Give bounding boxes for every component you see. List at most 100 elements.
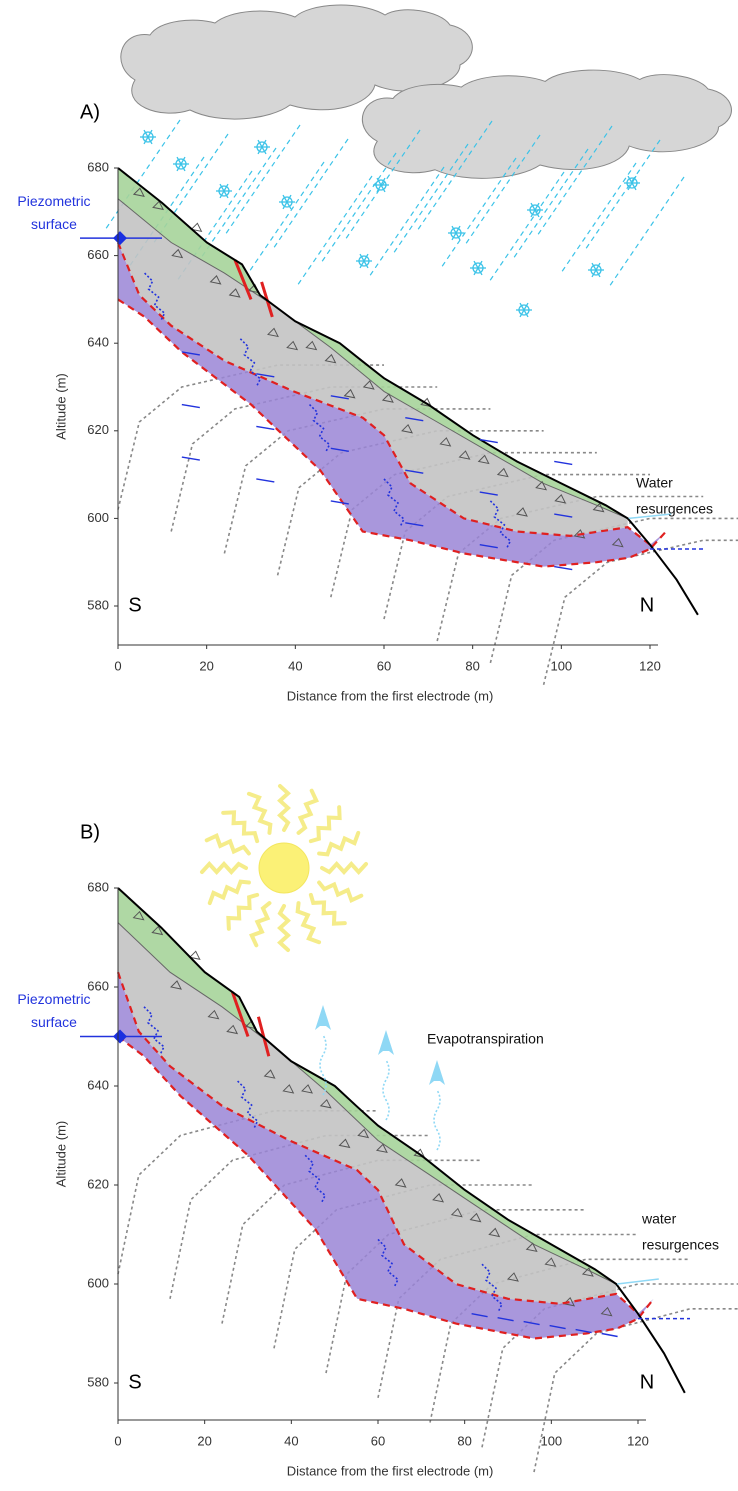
water-dash: [256, 373, 275, 378]
snowflake-arm: [591, 269, 597, 278]
resurgence-label: Water: [636, 475, 673, 491]
snowflake-arm: [380, 177, 386, 186]
rain-streak: [560, 162, 637, 274]
rain-streak: [440, 157, 517, 269]
water-dash: [479, 438, 498, 444]
debris-symbol: [209, 275, 222, 285]
snowflake-arm: [282, 194, 288, 203]
panel: PiezometricsurfaceWaterresurgences580600…: [17, 101, 738, 703]
water-dash: [554, 460, 573, 466]
water-dash: [330, 500, 349, 505]
ground-surface: [117, 887, 686, 1394]
resurgence-label: resurgences: [636, 501, 713, 517]
x-tick-label: 0: [114, 1433, 121, 1448]
snowflake-arm: [519, 302, 525, 311]
sun-ray: [246, 791, 273, 835]
purple-layer: [118, 242, 666, 567]
snowflake-arm: [530, 202, 536, 211]
snowflake-arm: [627, 175, 633, 184]
water-dash: [601, 1332, 618, 1338]
flow-path: [144, 272, 166, 322]
x-tick-label: 60: [371, 1433, 385, 1448]
snowflake-arm: [282, 201, 288, 210]
debris-symbol: [190, 222, 203, 233]
water-dash: [479, 491, 498, 496]
purple-layer: [118, 972, 654, 1339]
bedding-line: [542, 539, 738, 685]
debris-symbol: [324, 353, 337, 364]
rain-streak: [224, 124, 301, 236]
north-label: N: [640, 1371, 654, 1393]
snowflake-arm: [455, 225, 461, 234]
flow-path: [143, 1006, 166, 1056]
sun-ray: [317, 880, 364, 904]
piezometric-marker: [113, 231, 127, 246]
scarp: [230, 991, 250, 1037]
south-label: S: [128, 1371, 141, 1393]
y-tick-label: 660: [87, 247, 109, 262]
north-label: N: [640, 594, 654, 616]
rain-streak: [368, 166, 445, 278]
vapour-path: [319, 1034, 327, 1096]
y-tick-label: 600: [87, 510, 109, 525]
water-dash: [549, 1324, 566, 1330]
snowflake-arm: [286, 194, 292, 203]
snowflake-arm: [376, 177, 382, 186]
y-tick-label: 680: [87, 159, 109, 174]
debris-symbol: [375, 1143, 388, 1154]
panel-label: A): [80, 101, 100, 123]
water-dash: [181, 456, 200, 461]
debris-symbol: [432, 1193, 445, 1203]
rain-streak: [248, 161, 325, 273]
y-tick-label: 680: [87, 879, 109, 894]
x-tick-label: 40: [288, 658, 302, 673]
water-dash: [330, 447, 349, 453]
y-tick-label: 660: [87, 978, 109, 993]
snowflake-arm: [286, 201, 292, 210]
debris-symbol: [592, 502, 605, 513]
snowflake-arm: [261, 146, 267, 155]
rain-streak: [392, 143, 469, 255]
snowflake-arm: [180, 156, 186, 165]
sun-ray: [277, 904, 291, 952]
x-tick-label: 120: [639, 658, 661, 673]
snowflake-arm: [257, 139, 263, 148]
flow-path: [383, 478, 406, 528]
debris-symbol: [151, 925, 164, 936]
water-dash: [575, 1328, 592, 1334]
snowflake-arm: [451, 232, 457, 241]
x-tick-label: 40: [284, 1433, 298, 1448]
snowflake-arm: [595, 269, 601, 278]
debris-symbol: [343, 388, 356, 399]
snowflake-arm: [534, 209, 540, 218]
rain-streak: [584, 139, 661, 251]
snowflake-arm: [359, 260, 365, 269]
debris-symbol: [267, 327, 279, 338]
sun-ray: [320, 861, 368, 875]
weather-illustration: [104, 4, 732, 952]
debris-symbol: [469, 1212, 482, 1223]
debris-symbol: [611, 537, 624, 548]
snowflake-arm: [219, 190, 225, 199]
boundary-dashed: [117, 1035, 655, 1340]
resurgence-label: resurgences: [642, 1237, 719, 1253]
debris-symbol: [286, 340, 299, 351]
rain-streak: [512, 148, 589, 260]
sun-ray: [277, 784, 291, 832]
debris-symbol: [228, 288, 241, 298]
vapour-path: [382, 1059, 390, 1121]
snowflake-arm: [380, 184, 386, 193]
y-tick-label: 640: [87, 335, 109, 350]
y-tick-label: 580: [87, 1374, 109, 1389]
snowflake-arm: [223, 190, 229, 199]
snowflake-arm: [534, 202, 540, 211]
flow-path: [489, 500, 512, 550]
gray-layer: [118, 922, 617, 1304]
flow-path: [304, 1154, 327, 1204]
y-tick-label: 600: [87, 1275, 109, 1290]
x-tick-label: 80: [457, 1433, 471, 1448]
x-tick-label: 60: [377, 658, 391, 673]
vapour-arrow: [429, 1060, 445, 1085]
debris-symbol: [439, 437, 452, 447]
snowflakes: [140, 129, 640, 318]
